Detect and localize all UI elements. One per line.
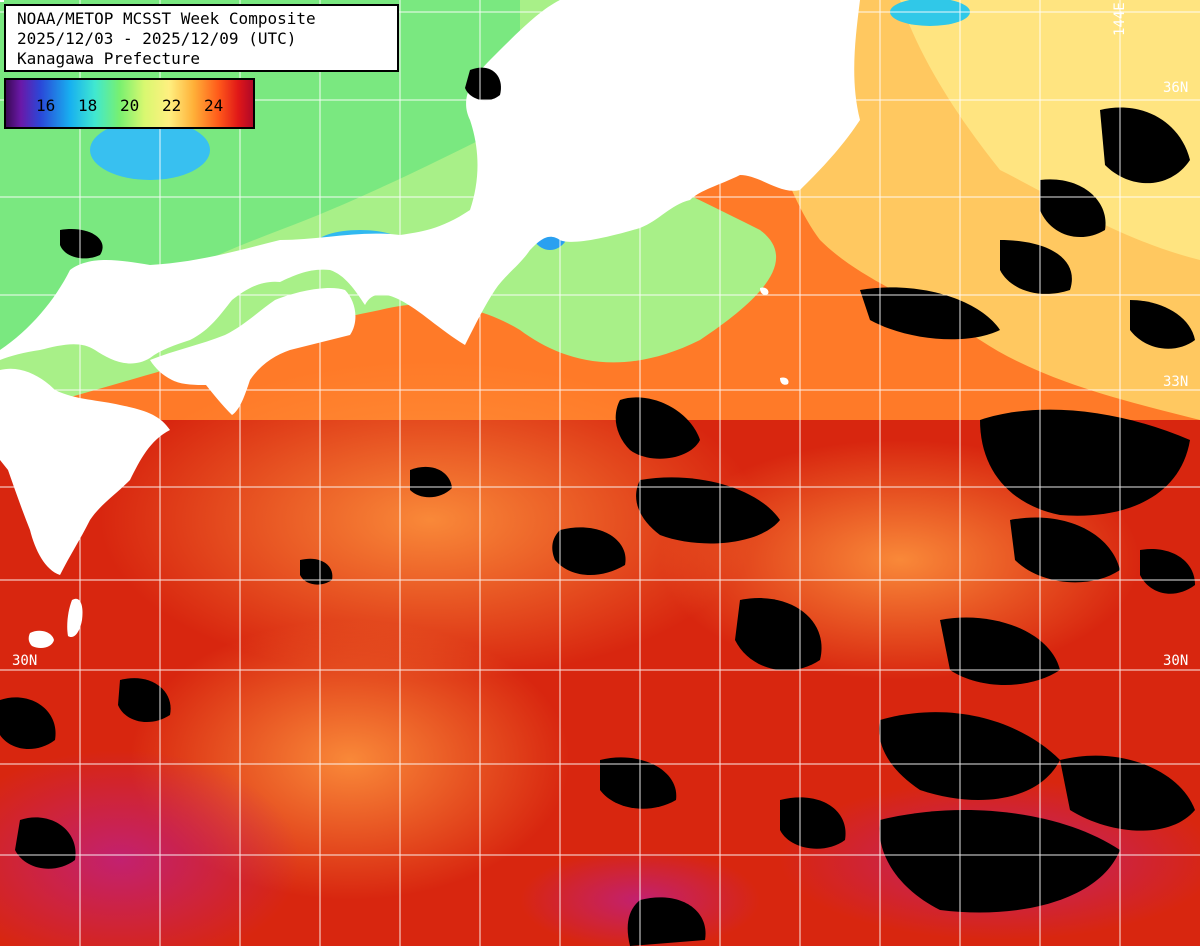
legend-tick: 22 [162,96,182,115]
ocean-orange-patch [100,360,760,680]
legend-tick: 16 [36,96,56,115]
land-shikoku [150,288,356,415]
lat-label-33: 33 [14,374,31,390]
land-kyushu [0,368,170,575]
land-awaji [394,236,415,262]
bay-cold-patch [890,0,970,26]
land-yakushima [28,630,54,648]
date-range: 2025/12/03 - 2025/12/09 (UTC) [17,29,297,48]
land-izu-island [760,287,769,295]
ocean-magenta-patch [0,750,300,946]
lat-label-30n-left: 30N [12,653,38,669]
ocean-pale-yellow [900,0,1200,260]
land-oshima [780,377,789,385]
legend-tick: 24 [204,96,224,115]
map-title: NOAA/METOP MCSST Week Composite [17,9,316,28]
map-title-box: NOAA/METOP MCSST Week Composite 2025/12/… [4,4,399,72]
bay-cold-patch [90,120,210,180]
land-korea-fragment [0,0,4,2]
land-tanegashima [67,598,83,638]
lat-label-30n-right: 30N [1163,653,1189,669]
region-name: Kanagawa Prefecture [17,49,201,68]
legend-tick: 18 [78,96,98,115]
lat-label-36n: 36N [1163,80,1189,96]
sst-color-legend: 16 18 20 22 24 [4,78,255,129]
cloud-mask [0,9,1195,946]
lon-label-144e: 144E [1112,2,1128,36]
lat-label-33n: 33N [1163,374,1189,390]
legend-tick: 20 [120,96,140,115]
land-honshu [0,0,860,364]
